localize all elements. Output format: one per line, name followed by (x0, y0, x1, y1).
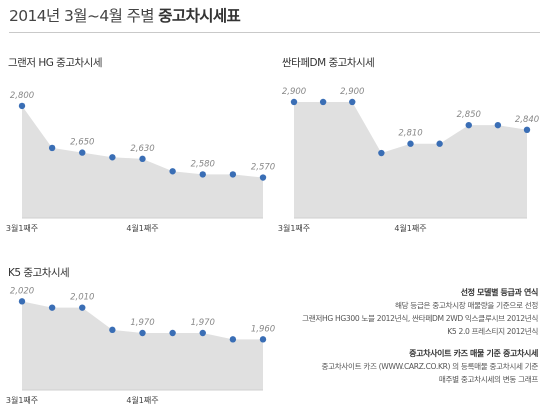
chart-title-k5: K5 중고차시세 (8, 267, 70, 279)
page-title: 2014년 3월~4월 주별 중고차시세표 (9, 4, 241, 26)
chart-k5-point (18, 298, 26, 305)
chart-grandeur-data-label: 2,570 (251, 163, 275, 173)
chart-k5-point (169, 329, 176, 337)
chart-k5-point (48, 304, 56, 311)
chart-santafe-point (436, 140, 443, 147)
chart-grandeur-point (169, 168, 176, 175)
notes-section1-title: 선정 모델별 등급과 연식 (460, 288, 539, 297)
chart-santafe-data-label: 2,850 (457, 110, 481, 120)
chart-grandeur-data-label: 2,800 (10, 91, 34, 101)
chart-k5-point (139, 329, 146, 337)
chart-k5-data-label: 1,970 (130, 318, 154, 328)
chart-grandeur-x-tick-label: 3월1째주 (6, 223, 38, 233)
notes-section2-line: 중고차사이트 카즈 (WWW.CARZ.CO.KR) 의 등록매물 중고차시세 … (321, 362, 538, 371)
chart-santafe-point (407, 140, 414, 147)
chart-grandeur-point (18, 102, 26, 110)
chart-k5-point (229, 336, 237, 343)
chart-grandeur-point (139, 155, 146, 163)
chart-k5-svg: 2,020 2,010 1,970 1,970 1,960 3월1째주 4월1째주 (6, 286, 275, 405)
notes-section2-line: 매주별 중고차시세의 변동 그래프 (438, 375, 538, 384)
chart-grandeur-point (259, 174, 267, 181)
notes-gap (238, 338, 538, 347)
chart-grandeur-point (229, 171, 237, 178)
chart-k5-data-label: 2,010 (70, 293, 94, 303)
chart-santafe-x-tick-label: 3월1째주 (278, 223, 310, 233)
chart-panel-k5: K5 중고차시세 2,020 2,010 1,970 1,970 1,960 3월1째주 4… (6, 265, 278, 413)
chart-k5-data-label: 1,960 (251, 324, 275, 334)
chart-santafe-point (494, 121, 502, 129)
chart-grandeur-point (48, 144, 56, 152)
chart-k5-point (259, 336, 267, 343)
chart-k5-point (109, 326, 116, 334)
chart-grandeur-x-tick-label: 4월1째주 (126, 223, 158, 233)
chart-santafe-point (378, 149, 385, 157)
notes-section1-line: 해당 등급은 중고차시장 매물량을 기준으로 선정 (394, 301, 538, 310)
chart-santafe-data-label: 2,840 (515, 115, 539, 125)
chart-k5-point (79, 304, 86, 311)
chart-k5-x-tick-label: 4월1째주 (126, 395, 158, 405)
page-title-prefix: 2014년 3월~4월 주별 (9, 7, 155, 25)
chart-santafe-data-label: 2,900 (340, 87, 364, 97)
chart-panel-grandeur: 그랜저 HG 중고차시세 2,800 2,650 2,630 2,580 2,570 3월… (6, 55, 278, 240)
chart-santafe-point (290, 98, 298, 106)
chart-k5-data-label: 2,020 (10, 286, 34, 296)
page-title-bold: 중고차시세표 (158, 7, 241, 25)
chart-grandeur-data-label: 2,630 (130, 144, 154, 154)
title-divider (9, 32, 540, 33)
notes-section2-title: 중고차사이트 카즈 매물 기준 중고차시세 (409, 349, 538, 358)
chart-k5-area (22, 301, 263, 390)
chart-santafe-area (294, 101, 527, 218)
chart-santafe-x-tick-label: 4월1째주 (394, 223, 426, 233)
notes-block: 선정 모델별 등급과 연식 해당 등급은 중고차시장 매물량을 기준으로 선정 … (238, 286, 538, 386)
chart-santafe-svg: 2,900 2,900 2,810 2,850 2,840 3월1째주 4월1째주 (278, 87, 539, 233)
chart-grandeur-data-label: 2,580 (191, 159, 215, 169)
chart-santafe-point (349, 98, 356, 106)
notes-section1-line: K5 2.0 프레스티지 2012년식 (447, 327, 538, 336)
chart-k5-x-tick-label: 3월1째주 (6, 395, 38, 405)
chart-grandeur-point (109, 154, 116, 161)
chart-k5-data-label: 1,970 (191, 318, 215, 328)
chart-santafe-data-label: 2,810 (398, 129, 422, 139)
chart-title-santafe: 싼타페DM 중고차시세 (282, 57, 375, 69)
chart-grandeur-point (79, 149, 86, 156)
chart-panel-santafe: 싼타페DM 중고차시세 2,900 2,900 2,810 2,850 2,840 3월1… (278, 55, 544, 240)
notes-section1-line: 그랜저HG HG300 노블 2012년식, 싼타페DM 2WD 익스클루시브 … (302, 314, 538, 323)
chart-santafe-point (523, 126, 531, 134)
chart-santafe-point (465, 121, 472, 129)
chart-santafe-point (319, 98, 327, 106)
chart-k5-point (199, 329, 206, 337)
chart-grandeur-svg: 2,800 2,650 2,630 2,580 2,570 3월1째주 4월1째주 (6, 91, 275, 233)
chart-grandeur-point (199, 171, 206, 178)
chart-title-grandeur: 그랜저 HG 중고차시세 (8, 57, 103, 69)
chart-grandeur-data-label: 2,650 (70, 138, 94, 148)
chart-santafe-data-label: 2,900 (282, 87, 306, 97)
